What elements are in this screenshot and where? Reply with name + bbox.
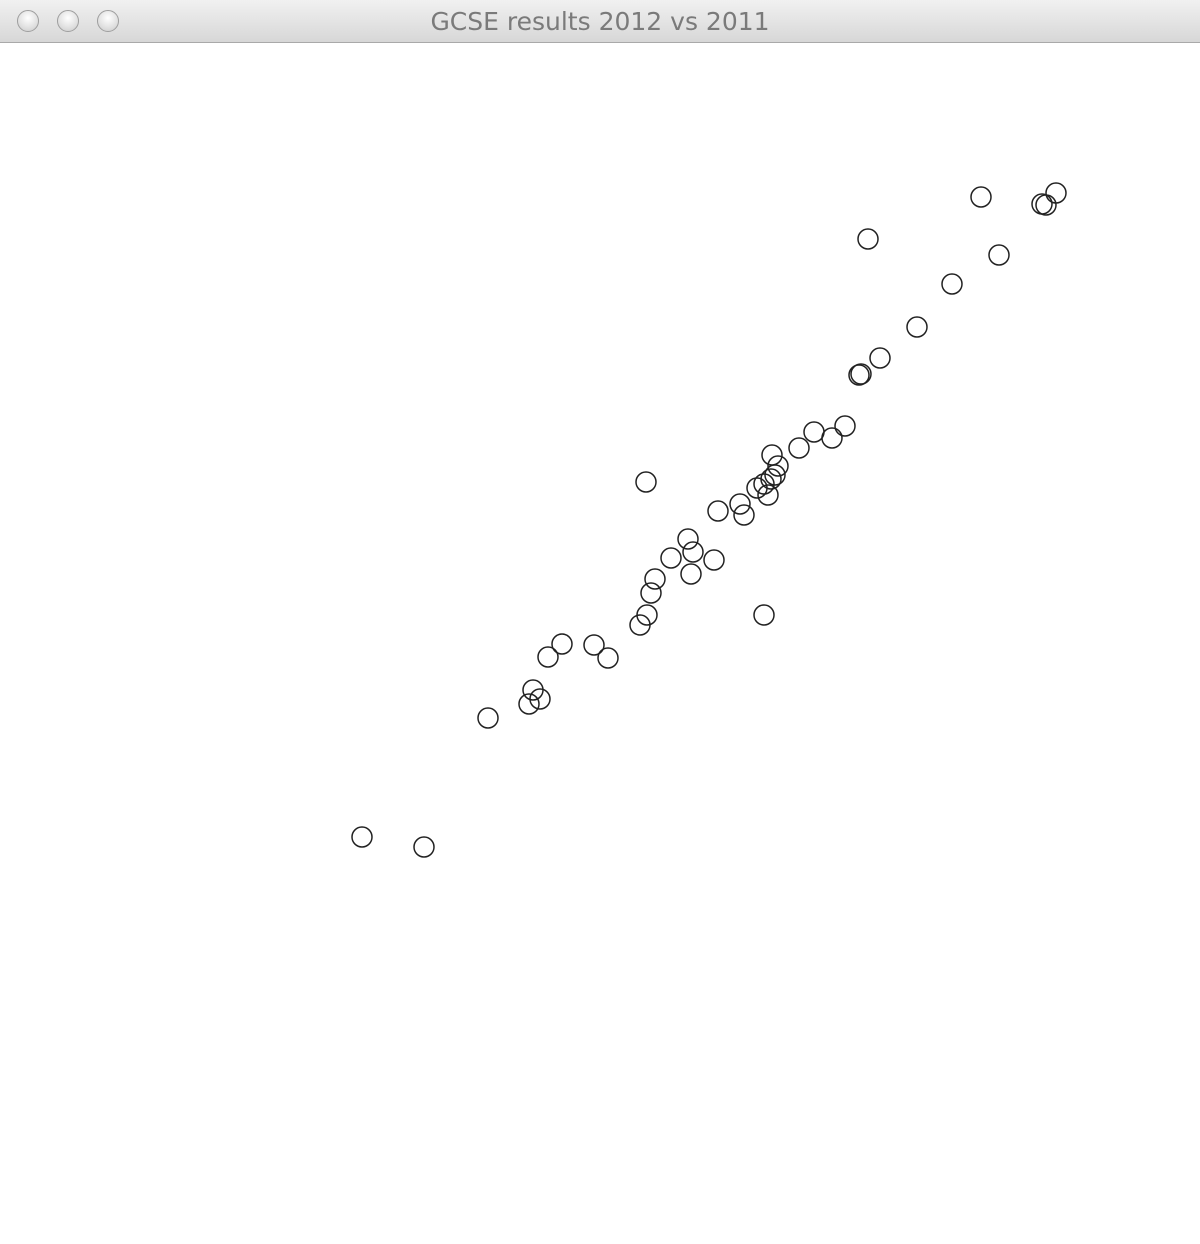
data-point	[941, 273, 963, 295]
data-point	[767, 455, 789, 477]
data-point	[1031, 193, 1053, 215]
data-point	[703, 549, 725, 571]
minimize-button[interactable]	[57, 10, 79, 32]
data-point	[761, 444, 783, 466]
data-point	[753, 604, 775, 626]
data-point	[551, 633, 573, 655]
data-point	[677, 528, 699, 550]
plot-canvas	[0, 43, 1200, 1244]
data-point	[635, 471, 657, 493]
data-point	[660, 547, 682, 569]
close-button[interactable]	[17, 10, 39, 32]
data-point	[413, 836, 435, 858]
data-point	[788, 437, 810, 459]
data-point	[537, 646, 559, 668]
data-point	[583, 634, 605, 656]
data-point	[707, 500, 729, 522]
data-point	[821, 427, 843, 449]
data-point	[746, 477, 768, 499]
data-point	[970, 186, 992, 208]
data-point	[518, 693, 540, 715]
data-point	[680, 563, 702, 585]
data-point	[906, 316, 928, 338]
data-point	[597, 647, 619, 669]
data-point	[848, 364, 870, 386]
data-point	[682, 541, 704, 563]
data-point	[529, 688, 551, 710]
data-point	[850, 363, 872, 385]
title-bar[interactable]: GCSE results 2012 vs 2011	[0, 0, 1200, 43]
zoom-button[interactable]	[97, 10, 119, 32]
data-point	[757, 484, 779, 506]
data-point	[477, 707, 499, 729]
data-point	[351, 826, 373, 848]
scatter-plot	[351, 182, 1067, 858]
data-point	[803, 421, 825, 443]
data-point	[760, 468, 782, 490]
window-title: GCSE results 2012 vs 2011	[430, 7, 770, 36]
data-point	[988, 244, 1010, 266]
data-point	[869, 347, 891, 369]
data-point	[1045, 182, 1067, 204]
data-point	[1035, 194, 1057, 216]
data-point	[636, 604, 658, 626]
data-point	[753, 473, 775, 495]
data-point	[729, 493, 751, 515]
data-point	[834, 415, 856, 437]
data-point	[857, 228, 879, 250]
data-point	[640, 582, 662, 604]
data-point	[522, 679, 544, 701]
data-point	[644, 568, 666, 590]
data-point	[733, 504, 755, 526]
